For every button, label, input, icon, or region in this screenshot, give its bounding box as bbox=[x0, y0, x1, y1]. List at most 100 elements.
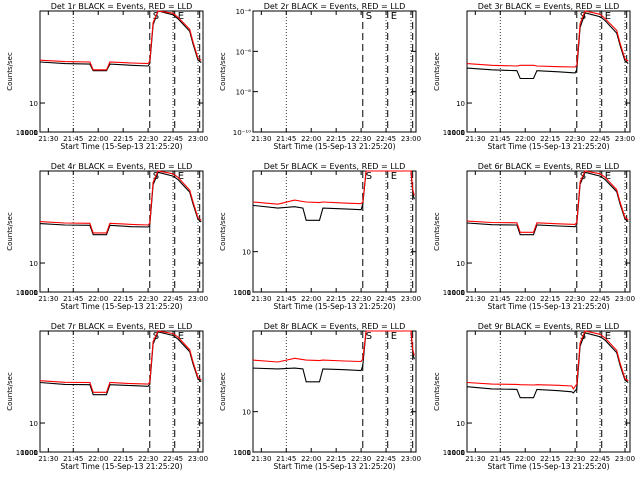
y-tick-label: 10 bbox=[29, 420, 38, 428]
x-tick-label: 23:00 bbox=[401, 295, 421, 303]
series-line-lld bbox=[466, 330, 629, 390]
x-tick-label: 22:00 bbox=[88, 135, 108, 143]
y-tick-label: 100 bbox=[25, 289, 38, 297]
x-tick-label: 22:45 bbox=[163, 295, 183, 303]
x-tick-label: 23:00 bbox=[401, 135, 421, 143]
x-tick-label: 21:30 bbox=[465, 295, 485, 303]
x-tick-label: 22:00 bbox=[515, 295, 535, 303]
marker-label-s: S bbox=[366, 11, 372, 22]
series-line-lld bbox=[466, 170, 629, 233]
x-tick-label: 21:45 bbox=[490, 295, 510, 303]
plot-frame bbox=[252, 170, 417, 293]
y-tick-label: 10 bbox=[29, 260, 38, 268]
y-tick-label: 1000 bbox=[20, 449, 38, 457]
y-tick-label: 1000 bbox=[447, 449, 465, 457]
y-axis-label: Counts/sec bbox=[433, 372, 441, 411]
x-tick-label: 22:00 bbox=[301, 135, 321, 143]
x-axis-label: Start Time (15-Sep-13 21:25:20) bbox=[274, 142, 396, 151]
y-tick-label: 10000 bbox=[16, 129, 38, 137]
x-tick-label: 22:45 bbox=[590, 455, 610, 463]
x-tick-label: 21:45 bbox=[490, 135, 510, 143]
x-tick-label: 22:15 bbox=[540, 295, 560, 303]
y-axis-label: Counts/sec bbox=[6, 212, 14, 251]
series-line-events bbox=[466, 12, 629, 80]
y-tick-label: 100 bbox=[25, 129, 38, 137]
x-tick-label: 23:00 bbox=[188, 455, 208, 463]
chart-title: Det 8r BLACK = Events, RED = LLD bbox=[264, 322, 406, 331]
series-line-lld bbox=[252, 170, 415, 205]
chart-panel-8: Det 8r BLACK = Events, RED = LLD 21:30 21:… bbox=[219, 322, 421, 471]
y-tick-label: 10000 bbox=[443, 129, 465, 137]
marker-label-e: E bbox=[178, 11, 184, 22]
plot-frame bbox=[39, 10, 204, 133]
y-axis-label: Counts/sec bbox=[433, 212, 441, 251]
chart-panel-7: Det 7r BLACK = Events, RED = LLD 21:30 21:… bbox=[6, 322, 208, 471]
marker-label-e: E bbox=[605, 11, 611, 22]
x-tick-label: 22:30 bbox=[138, 135, 158, 143]
x-tick-label: 21:45 bbox=[276, 295, 296, 303]
x-axis-label: Start Time (15-Sep-13 21:25:20) bbox=[61, 142, 183, 151]
x-tick-label: 21:45 bbox=[63, 455, 83, 463]
x-tick-label: 21:45 bbox=[276, 135, 296, 143]
x-axis-label: Start Time (15-Sep-13 21:25:20) bbox=[488, 142, 610, 151]
x-tick-label: 22:30 bbox=[565, 455, 585, 463]
x-tick-label: 21:45 bbox=[490, 455, 510, 463]
x-tick-label: 23:00 bbox=[615, 295, 635, 303]
x-tick-label: 22:15 bbox=[113, 135, 133, 143]
y-tick-label: 1000 bbox=[20, 129, 38, 137]
marker-label-e: E bbox=[391, 11, 397, 22]
x-tick-label: 22:00 bbox=[88, 455, 108, 463]
chart-title: Det 6r BLACK = Events, RED = LLD bbox=[478, 162, 620, 171]
x-tick-label: 22:15 bbox=[113, 455, 133, 463]
plot-frame bbox=[39, 330, 204, 453]
chart-title: Det 3r BLACK = Events, RED = LLD bbox=[478, 2, 620, 11]
y-tick-label: 10 bbox=[242, 409, 251, 417]
y-tick-label: 10000 bbox=[16, 449, 38, 457]
x-tick-label: 22:15 bbox=[113, 295, 133, 303]
y-tick-label: 10⁻⁸ bbox=[236, 89, 252, 97]
chart-title: Det 5r BLACK = Events, RED = LLD bbox=[264, 162, 406, 171]
y-tick-label: 10000 bbox=[16, 289, 38, 297]
marker-label-e: E bbox=[178, 171, 184, 182]
chart-title: Det 1r BLACK = Events, RED = LLD bbox=[51, 2, 193, 11]
x-axis-label: Start Time (15-Sep-13 21:25:20) bbox=[274, 462, 396, 471]
y-tick-label: 1 bbox=[247, 449, 251, 457]
x-tick-label: 22:30 bbox=[565, 135, 585, 143]
y-tick-label: 10 bbox=[456, 100, 465, 108]
x-tick-label: 21:30 bbox=[38, 455, 58, 463]
marker-label-e: E bbox=[605, 331, 611, 342]
x-tick-label: 21:30 bbox=[465, 455, 485, 463]
x-tick-label: 22:45 bbox=[376, 455, 396, 463]
chart-panel-4: Det 4r BLACK = Events, RED = LLD 21:30 21:… bbox=[6, 162, 208, 311]
x-tick-label: 22:30 bbox=[138, 295, 158, 303]
x-tick-label: 21:30 bbox=[251, 455, 271, 463]
x-tick-label: 23:00 bbox=[615, 455, 635, 463]
x-tick-label: 21:30 bbox=[38, 135, 58, 143]
y-tick-label: 1 bbox=[461, 289, 465, 297]
chart-panel-9: Det 9r BLACK = Events, RED = LLD 21:30 21:… bbox=[433, 322, 635, 471]
y-tick-label: 1 bbox=[461, 129, 465, 137]
marker-label-s: S bbox=[366, 171, 372, 182]
y-axis-label: Counts/sec bbox=[6, 52, 14, 91]
x-tick-label: 22:00 bbox=[515, 455, 535, 463]
x-tick-label: 22:15 bbox=[540, 455, 560, 463]
chart-panel-5: Det 5r BLACK = Events, RED = LLD 21:30 21:… bbox=[219, 162, 421, 311]
x-tick-label: 22:15 bbox=[326, 295, 346, 303]
y-tick-label: 1000 bbox=[20, 289, 38, 297]
x-axis-label: Start Time (15-Sep-13 21:25:20) bbox=[488, 302, 610, 311]
series-line-lld bbox=[466, 10, 629, 68]
y-tick-label: 1 bbox=[247, 289, 251, 297]
y-tick-label: 10 bbox=[456, 260, 465, 268]
y-tick-label: 10⁻⁴ bbox=[236, 8, 252, 16]
x-axis-label: Start Time (15-Sep-13 21:25:20) bbox=[274, 302, 396, 311]
chart-panel-6: Det 6r BLACK = Events, RED = LLD 21:30 21:… bbox=[433, 162, 635, 311]
y-tick-label: 1000 bbox=[233, 289, 251, 297]
y-tick-label: 10⁻⁶ bbox=[236, 48, 252, 56]
x-tick-label: 21:30 bbox=[251, 135, 271, 143]
x-tick-label: 22:45 bbox=[163, 135, 183, 143]
x-tick-label: 21:45 bbox=[63, 295, 83, 303]
chart-panel-2: Det 2r BLACK = Events, RED = LLD 21:30 21:… bbox=[219, 2, 421, 151]
plot-frame bbox=[252, 330, 417, 453]
x-tick-label: 21:30 bbox=[251, 295, 271, 303]
x-axis-label: Start Time (15-Sep-13 21:25:20) bbox=[61, 462, 183, 471]
